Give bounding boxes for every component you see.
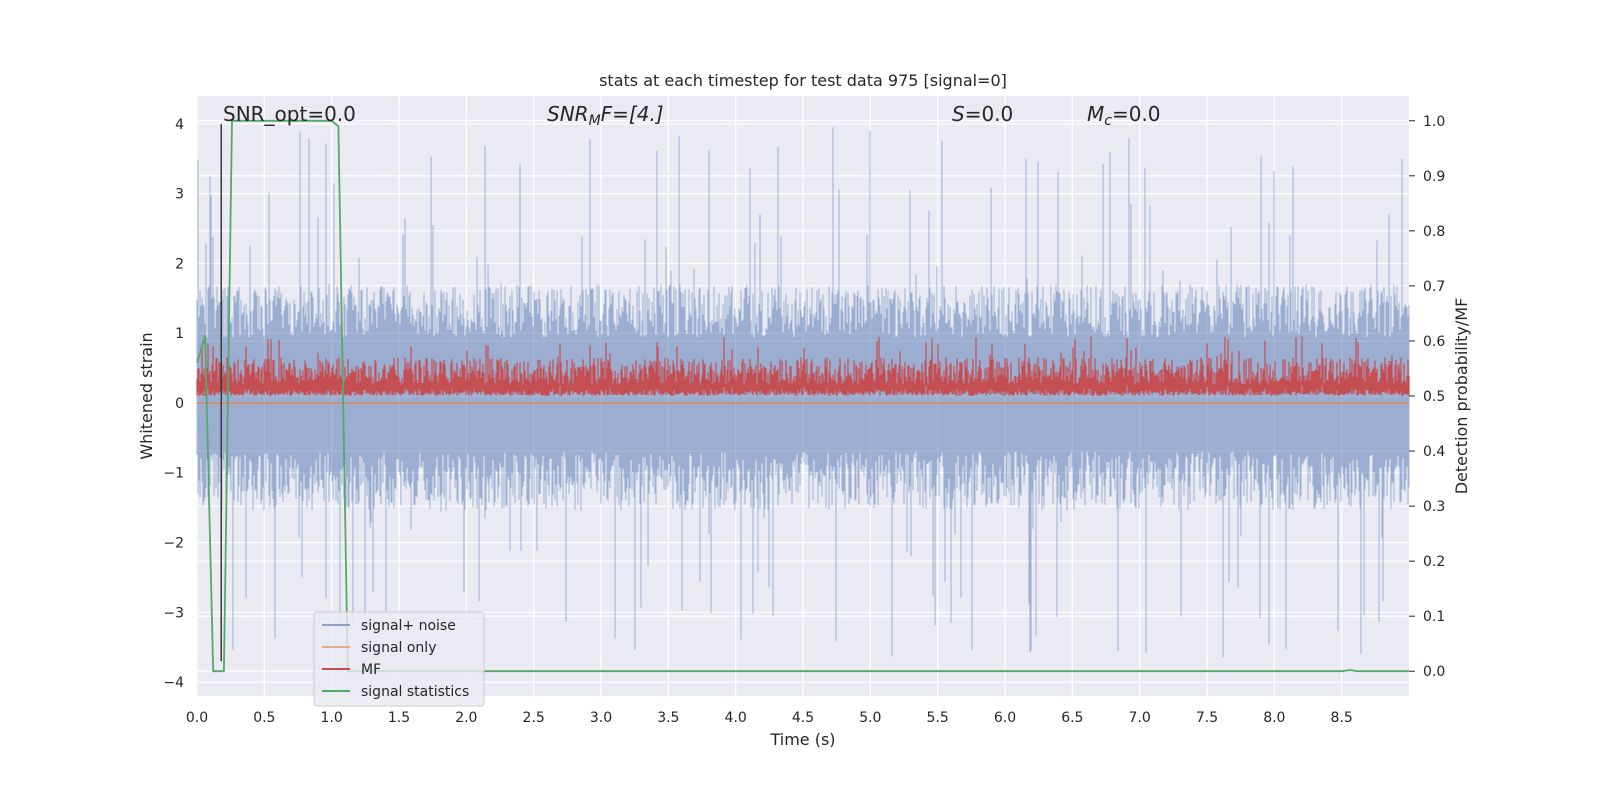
legend-item: signal statistics — [322, 684, 469, 700]
series-mf — [196, 336, 1410, 396]
x-tick-label: 6.0 — [994, 710, 1016, 726]
y2-tick-label: 0.4 — [1423, 444, 1445, 460]
legend-label: MF — [361, 662, 381, 678]
series-layer — [196, 119, 1410, 673]
chart-title: stats at each timestep for test data 975… — [599, 71, 1007, 90]
x-tick-label: 7.0 — [1129, 710, 1151, 726]
y2-tick-label: 0.7 — [1423, 279, 1445, 295]
legend-label: signal statistics — [361, 684, 469, 700]
y-tick-label: −3 — [163, 605, 184, 621]
x-tick-label: 1.0 — [321, 710, 343, 726]
annotation-mc: Mc=0.0 — [1087, 102, 1161, 129]
annotation-s: S=0.0 — [952, 102, 1013, 126]
legend-label: signal only — [361, 640, 436, 656]
y-tick-labels: 4 3 2 1 0 −1 −2 −3 −4 — [163, 117, 184, 691]
y2-tick-label: 0.8 — [1423, 224, 1445, 240]
x-tick-label: 6.5 — [1061, 710, 1083, 726]
y2-axis-title: Detection probability/MF — [1452, 298, 1471, 495]
x-tick-label: 3.5 — [657, 710, 679, 726]
y2-tick-label: 0.1 — [1423, 609, 1445, 625]
y2-tick-label: 0.2 — [1423, 554, 1445, 570]
x-tick-label: 0.0 — [186, 710, 208, 726]
x-tick-label: 0.5 — [253, 710, 275, 726]
x-tick-label: 2.5 — [523, 710, 545, 726]
x-tick-label: 4.0 — [725, 710, 747, 726]
x-axis-title: Time (s) — [769, 730, 835, 749]
annotation-snr-opt: SNR_opt=0.0 — [223, 102, 356, 126]
x-tick-label: 3.0 — [590, 710, 612, 726]
y-tick-label: 2 — [175, 256, 184, 272]
y2-tick-label: 1.0 — [1423, 114, 1445, 130]
y2-tick-label: 0.9 — [1423, 169, 1445, 185]
y-tick-label: 3 — [175, 187, 184, 203]
y2-tick-label: 0.0 — [1423, 664, 1445, 680]
y-tick-label: 4 — [175, 117, 184, 133]
y-tick-label: −2 — [163, 536, 184, 552]
y-tick-label: 1 — [175, 326, 184, 342]
x-tick-label: 2.0 — [455, 710, 477, 726]
legend: signal+ noise signal only MF signal stat… — [313, 611, 485, 707]
x-tick-label: 5.5 — [927, 710, 949, 726]
x-tick-labels: 0.0 0.5 1.0 1.5 2.0 2.5 3.0 3.5 4.0 4.5 5.0 5.5 6.0 6… — [186, 710, 1353, 726]
y-axis-title: Whitened strain — [137, 332, 156, 459]
x-tick-label: 8.5 — [1331, 710, 1353, 726]
y2-tick-label: 0.3 — [1423, 499, 1445, 515]
y-tick-label: −1 — [163, 466, 184, 482]
y2-tick-labels: 1.0 0.9 0.8 0.7 0.6 0.5 0.4 0.3 0.2 0.1 0.0 — [1409, 114, 1445, 680]
y2-tick-label: 0.6 — [1423, 334, 1445, 350]
legend-label: signal+ noise — [361, 618, 456, 634]
legend-item: signal+ noise — [322, 618, 456, 634]
legend-box — [313, 611, 485, 707]
annotation-snr-mf: SNRMF=[4.] — [547, 102, 664, 129]
legend-item: MF — [322, 662, 381, 678]
legend-item: signal only — [322, 640, 436, 656]
y2-tick-label: 0.5 — [1423, 389, 1445, 405]
x-tick-label: 4.5 — [792, 710, 814, 726]
y-tick-label: 0 — [175, 396, 184, 412]
x-tick-label: 8.0 — [1263, 710, 1285, 726]
series-signal-statistics — [196, 119, 1409, 673]
y-tick-label: −4 — [163, 675, 184, 691]
x-tick-label: 5.0 — [859, 710, 881, 726]
x-tick-label: 7.5 — [1196, 710, 1218, 726]
x-tick-label: 1.5 — [388, 710, 410, 726]
